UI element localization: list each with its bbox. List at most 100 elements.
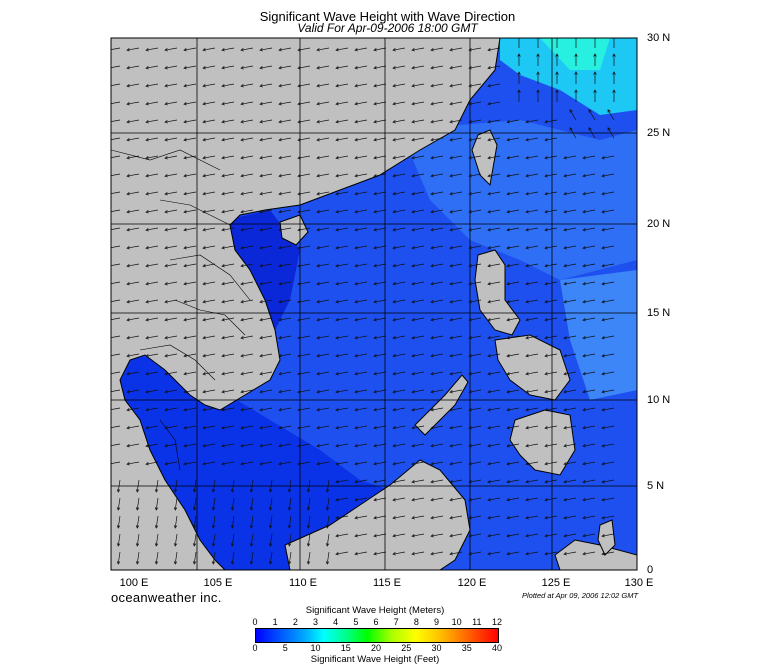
wave-arrow bbox=[563, 191, 577, 196]
wave-arrow bbox=[306, 479, 311, 493]
wave-arrow bbox=[373, 335, 387, 340]
wave-arrow bbox=[145, 245, 159, 250]
wave-arrow bbox=[259, 245, 273, 250]
wave-arrow bbox=[154, 497, 159, 511]
wave-arrow bbox=[173, 479, 178, 493]
wave-arrow bbox=[544, 425, 558, 430]
wave-arrow bbox=[259, 65, 273, 70]
wave-arrow bbox=[392, 173, 406, 178]
wave-arrow bbox=[468, 407, 482, 412]
wave-arrow bbox=[563, 173, 577, 178]
wave-arrow bbox=[563, 281, 577, 286]
wave-arrow bbox=[297, 371, 311, 376]
wave-arrow bbox=[278, 425, 292, 430]
wave-arrow bbox=[468, 263, 482, 268]
wave-arrow bbox=[316, 299, 330, 304]
wave-arrow bbox=[221, 209, 235, 214]
wave-arrow bbox=[202, 299, 216, 304]
wave-arrow bbox=[506, 245, 520, 250]
wave-arrow bbox=[392, 281, 406, 286]
wave-arrow bbox=[230, 515, 235, 529]
wave-arrow bbox=[335, 137, 349, 142]
wave-arrow bbox=[373, 497, 387, 502]
wave-arrow bbox=[249, 551, 254, 565]
wave-arrow bbox=[202, 83, 216, 88]
wave-arrow bbox=[249, 515, 254, 529]
wave-arrow bbox=[183, 101, 197, 106]
wave-arrow bbox=[449, 371, 463, 376]
wave-arrow bbox=[563, 533, 577, 538]
wave-arrow bbox=[278, 65, 292, 70]
wave-arrow bbox=[240, 407, 254, 412]
wave-arrow bbox=[517, 89, 521, 102]
wave-arrow bbox=[164, 263, 178, 268]
wave-arrow bbox=[278, 353, 292, 358]
land-luzon bbox=[474, 249, 521, 336]
wave-arrow bbox=[601, 173, 615, 178]
wave-arrow bbox=[154, 551, 159, 565]
wave-arrow bbox=[392, 461, 406, 466]
colorbar-tick: 4 bbox=[333, 617, 339, 627]
wave-arrow bbox=[316, 65, 330, 70]
wave-arrow bbox=[544, 497, 558, 502]
wave-arrow bbox=[487, 245, 501, 250]
wave-arrow bbox=[316, 461, 330, 466]
wave-arrow bbox=[221, 191, 235, 196]
wave-arrow bbox=[354, 353, 368, 358]
wave-arrow bbox=[164, 443, 178, 448]
wave-arrow bbox=[202, 371, 216, 376]
wave-arrow bbox=[582, 389, 596, 394]
wave-arrow bbox=[316, 245, 330, 250]
wave-arrow bbox=[164, 137, 178, 142]
wave-arrow bbox=[525, 119, 539, 124]
wave-arrow bbox=[487, 407, 501, 412]
wave-arrow bbox=[430, 65, 444, 70]
wave-arrow bbox=[126, 335, 140, 340]
wave-arrow bbox=[145, 209, 159, 214]
wave-arrow bbox=[468, 461, 482, 466]
wave-arrow bbox=[335, 479, 349, 484]
wave-arrow bbox=[468, 533, 482, 538]
wave-arrow bbox=[430, 533, 444, 538]
wave-arrow bbox=[536, 71, 540, 84]
wave-arrow bbox=[111, 281, 121, 285]
wave-arrow bbox=[563, 299, 577, 304]
wave-arrow bbox=[126, 389, 140, 394]
wave-arrow bbox=[574, 38, 578, 48]
wave-arrow bbox=[601, 533, 615, 538]
wave-arrow bbox=[487, 317, 501, 322]
wave-arrow bbox=[582, 173, 596, 178]
wave-arrow bbox=[202, 191, 216, 196]
wave-arrow bbox=[601, 299, 615, 304]
wave-direction-arrows bbox=[111, 38, 616, 565]
wave-arrow bbox=[221, 137, 235, 142]
wave-arrow bbox=[582, 533, 596, 538]
wave-arrow bbox=[449, 443, 463, 448]
wave-arrow bbox=[211, 533, 216, 547]
wave-arrow bbox=[563, 155, 577, 160]
wave-arrow bbox=[468, 227, 482, 232]
wave-arrow bbox=[135, 533, 140, 547]
wave-arrow bbox=[373, 263, 387, 268]
wave-arrow bbox=[506, 335, 520, 340]
wave-arrow bbox=[259, 281, 273, 286]
wave-arrow bbox=[449, 227, 463, 232]
lon-label: 130 E bbox=[624, 577, 654, 589]
wave-arrow bbox=[373, 317, 387, 322]
wave-arrow bbox=[335, 425, 349, 430]
wave-arrow bbox=[287, 497, 292, 511]
wave-arrow bbox=[183, 191, 197, 196]
wave-arrow bbox=[563, 443, 577, 448]
wave-arrow bbox=[373, 551, 387, 556]
wave-arrow bbox=[373, 299, 387, 304]
wave-arrow bbox=[297, 65, 311, 70]
wave-arrow bbox=[468, 47, 482, 52]
colorbar-title-feet: Significant Wave Height (Feet) bbox=[310, 654, 440, 665]
wave-arrow bbox=[354, 515, 368, 520]
wave-arrow bbox=[449, 281, 463, 286]
wave-arrow bbox=[487, 263, 501, 268]
wave-arrow bbox=[430, 425, 444, 430]
wave-arrow bbox=[126, 281, 140, 286]
border-line bbox=[139, 344, 216, 381]
wave-arrow bbox=[221, 101, 235, 106]
